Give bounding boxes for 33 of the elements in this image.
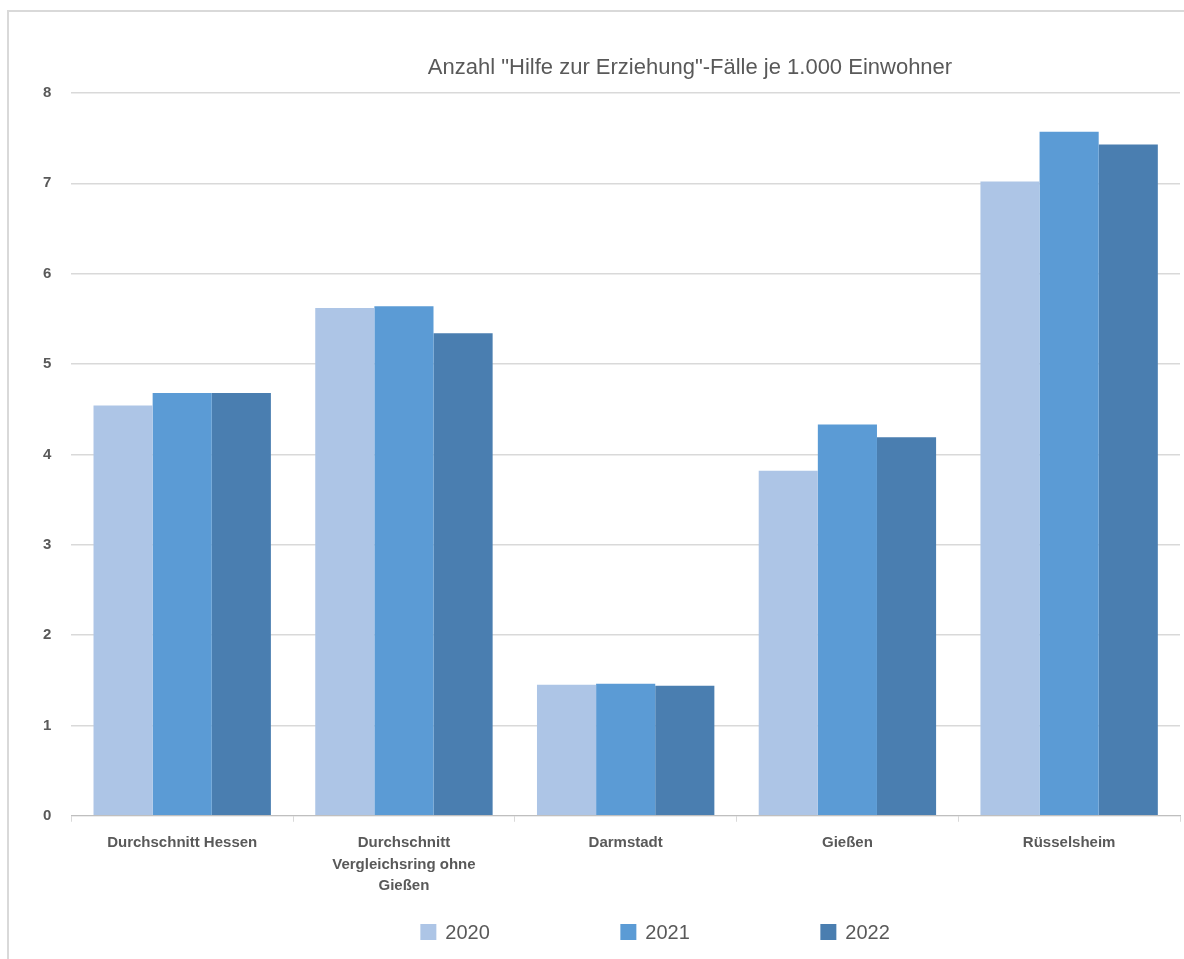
bar [152, 392, 212, 815]
bar [876, 437, 937, 815]
bar [817, 424, 877, 815]
chart-title: Anzahl "Hilfe zur Erziehung"-Fälle je 1.000 Einwohner [426, 54, 954, 80]
legend-label: 2022 [845, 920, 890, 943]
x-tick-label: Rüsselsheim [1022, 832, 1116, 850]
bar [655, 685, 715, 815]
bar [1098, 144, 1158, 815]
bar [433, 333, 493, 815]
y-tick-label: 2 [43, 625, 52, 643]
y-tick-label: 6 [43, 263, 52, 281]
bar [211, 392, 271, 815]
y-tick-label: 3 [43, 534, 52, 552]
bar [758, 470, 818, 815]
y-tick-label: 0 [43, 805, 52, 823]
bar [374, 306, 434, 815]
x-tick-label: Gießen [821, 832, 873, 850]
legend-label: 2021 [645, 920, 690, 943]
bar [536, 684, 597, 815]
x-tick-label: Durchschnitt Vergleichsring ohne Gießen [332, 832, 476, 894]
y-tick-label: 7 [43, 173, 52, 191]
bar [1039, 131, 1099, 815]
y-tick-label: 1 [43, 715, 52, 733]
bar [93, 405, 153, 815]
bar [315, 308, 375, 815]
bar [980, 181, 1040, 815]
y-tick-label: 8 [43, 83, 52, 101]
y-tick-label: 5 [43, 354, 52, 372]
x-tick-label: Darmstadt [588, 832, 663, 850]
y-tick-label: 4 [43, 444, 52, 462]
bar [596, 683, 656, 815]
x-tick-label: Durchschnitt Hessen [107, 832, 258, 850]
legend-label: 2020 [445, 920, 490, 943]
